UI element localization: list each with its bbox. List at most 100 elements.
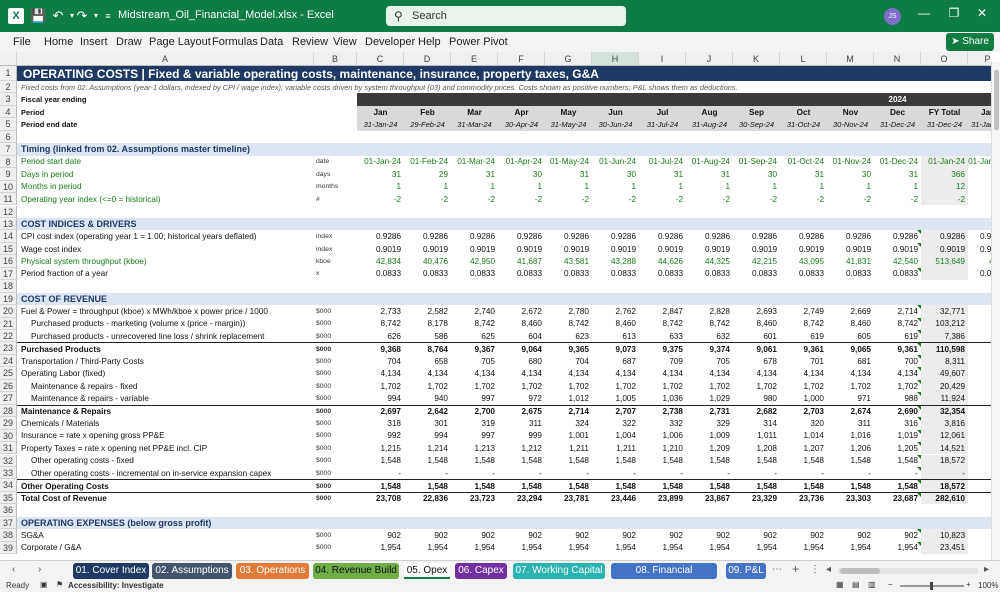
row-label[interactable]: Maintenance & repairs - variable — [31, 393, 149, 403]
value-cell[interactable]: 2,642 — [404, 404, 451, 417]
value-cell[interactable]: 1 — [678, 182, 683, 192]
value-cell[interactable]: 681 — [857, 356, 871, 366]
value-cell[interactable]: 2,749 — [803, 306, 825, 316]
row-header[interactable]: 11 — [0, 193, 17, 206]
value-cell[interactable]: 1,702 — [474, 381, 496, 391]
value-cell[interactable]: 2,780 — [568, 306, 590, 316]
value-cell[interactable]: 1,548 — [474, 456, 496, 466]
hscroll-thumb[interactable] — [840, 568, 880, 574]
value-cell[interactable]: 0.0833 — [375, 269, 401, 279]
value-cell[interactable]: 31-May-24 — [545, 118, 592, 131]
row-header[interactable]: 19 — [0, 292, 17, 306]
value-cell[interactable]: 301 — [434, 418, 448, 428]
row-label[interactable]: Corporate / G&A — [21, 543, 82, 553]
value-cell[interactable]: 940 — [434, 393, 448, 403]
value-cell[interactable]: 2,700 — [451, 404, 498, 417]
value-cell[interactable]: 23,899 — [639, 491, 686, 504]
value-cell[interactable]: 0.9019 — [874, 242, 921, 255]
sheet-title[interactable]: OPERATING COSTS | Fixed & variable opera… — [23, 66, 599, 81]
value-cell[interactable]: 1,548 — [615, 456, 637, 466]
sheet-tab[interactable]: 06. Capex — [455, 563, 507, 579]
value-cell[interactable]: 1,548 — [733, 479, 780, 491]
value-cell[interactable]: 32,354 — [921, 404, 968, 418]
menu-formulas[interactable]: Formulas — [212, 36, 258, 48]
value-cell[interactable]: 1,213 — [474, 443, 496, 453]
row-header[interactable]: 4 — [0, 105, 17, 119]
value-cell[interactable]: 49,607 — [921, 367, 968, 380]
value-cell[interactable]: 2,674 — [827, 404, 874, 417]
value-cell[interactable]: 4,134 — [427, 369, 449, 379]
row-label[interactable]: Period fraction of a year — [21, 269, 108, 279]
value-cell[interactable] — [357, 93, 404, 106]
value-cell[interactable]: 2,0 — [968, 542, 991, 554]
value-cell[interactable]: - — [868, 468, 871, 478]
value-cell[interactable]: 319 — [481, 418, 495, 428]
value-cell[interactable]: -2 — [675, 194, 683, 204]
value-cell[interactable]: 31 — [720, 169, 730, 179]
row-header[interactable]: 23 — [0, 342, 17, 355]
redo-icon[interactable]: ↷ — [76, 8, 88, 23]
value-cell[interactable]: 23,446 — [592, 491, 639, 504]
unit-cell[interactable]: months — [316, 183, 339, 191]
value-cell[interactable]: 2,714 — [545, 404, 592, 417]
value-cell[interactable]: 103,212 — [921, 317, 968, 330]
value-cell[interactable]: 0.0833 — [979, 269, 991, 279]
avatar[interactable]: JS — [884, 8, 901, 25]
value-cell[interactable]: 678 — [763, 356, 777, 366]
value-cell[interactable]: 997 — [481, 431, 495, 441]
value-cell[interactable]: 2,682 — [733, 404, 780, 417]
row-label[interactable]: Operating year index (<=0 = historical) — [21, 194, 161, 204]
value-cell[interactable]: 0.0833 — [610, 269, 636, 279]
value-cell[interactable]: 0.9286 — [751, 232, 777, 242]
value-cell[interactable] — [733, 93, 780, 106]
unit-cell[interactable]: $000 — [314, 404, 357, 417]
zoom-level[interactable]: 100% — [978, 581, 999, 590]
column-header-c[interactable]: C — [357, 52, 404, 66]
value-cell[interactable]: 30 — [767, 169, 777, 179]
chevron-down-icon[interactable]: ▾ — [69, 11, 74, 20]
row-header[interactable]: 14 — [0, 230, 17, 243]
scrollbar-thumb[interactable] — [994, 70, 999, 130]
value-cell[interactable]: 8,460 — [756, 319, 778, 329]
unit-cell[interactable]: $000 — [316, 307, 332, 315]
value-cell[interactable]: 1,548 — [756, 456, 778, 466]
value-cell[interactable]: 0.9286 — [845, 232, 871, 242]
value-cell[interactable]: 1,548 — [662, 456, 684, 466]
value-cell[interactable]: 23,329 — [733, 491, 780, 504]
value-cell[interactable]: 1,0 — [968, 392, 991, 404]
value-cell[interactable]: 9,073 — [592, 342, 639, 354]
value-cell[interactable]: 31 — [673, 169, 683, 179]
value-cell[interactable]: 902 — [874, 529, 921, 541]
value-cell[interactable]: 8,742 — [662, 319, 684, 329]
column-header-k[interactable]: K — [733, 52, 780, 66]
value-cell[interactable]: 971 — [857, 393, 871, 403]
value-cell[interactable]: Feb — [404, 105, 451, 119]
unit-cell[interactable]: days — [316, 170, 331, 178]
value-cell[interactable]: - — [633, 468, 636, 478]
value-cell[interactable]: 30 — [626, 169, 636, 179]
value-cell[interactable]: 601 — [763, 331, 777, 341]
menu-data[interactable]: Data — [260, 36, 284, 48]
value-cell[interactable]: Mar — [451, 105, 498, 119]
value-cell[interactable]: 31-Jan-24 — [357, 118, 404, 131]
value-cell[interactable]: 29 — [438, 169, 448, 179]
value-cell[interactable]: 704 — [575, 356, 589, 366]
unit-cell[interactable]: $000 — [316, 469, 332, 477]
row-header[interactable]: 5 — [0, 118, 17, 131]
value-cell[interactable]: 1,548 — [874, 479, 921, 491]
row-header[interactable]: 10 — [0, 180, 17, 194]
value-cell[interactable] — [780, 93, 827, 106]
value-cell[interactable]: -2 — [628, 194, 636, 204]
value-cell[interactable]: 31 — [485, 169, 495, 179]
value-cell[interactable]: 0.9019 — [422, 244, 448, 254]
value-cell[interactable]: 12,061 — [921, 429, 968, 443]
row-label[interactable]: Period — [21, 107, 45, 117]
value-cell[interactable]: 1,548 — [780, 479, 827, 491]
value-cell[interactable]: 1 — [584, 182, 589, 192]
value-cell[interactable]: -2 — [722, 194, 730, 204]
row-header[interactable]: 27 — [0, 392, 17, 405]
value-cell[interactable]: 1,029 — [709, 393, 731, 403]
row-header[interactable]: 28 — [0, 404, 17, 418]
value-cell[interactable]: 8,742 — [709, 319, 731, 329]
value-cell[interactable]: 01-Jan-25 — [968, 157, 991, 167]
